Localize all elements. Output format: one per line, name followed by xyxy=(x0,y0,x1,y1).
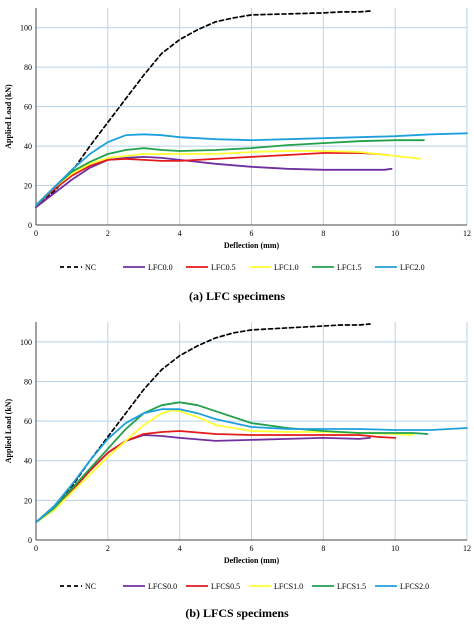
chart-a-legend-label-lfc0-5: LFC0.5 xyxy=(211,263,236,272)
chart-a-legend-label-lfc1-0: LFC1.0 xyxy=(274,263,299,272)
chart-b-y-axis-label: Applied Load (kN) xyxy=(4,398,13,463)
chart-a-x-tick-label: 12 xyxy=(463,229,471,238)
chart-a-legend: NC LFC0.0 LFC0.5 LFC1.0 LFC1.5 LFC2.0 xyxy=(60,263,425,272)
chart-b-x-tick-label: 2 xyxy=(106,544,110,553)
chart-a-x-tick-label: 6 xyxy=(250,229,254,238)
chart-b-series-nc xyxy=(35,323,371,524)
chart-a-x-tick-label: 2 xyxy=(106,229,110,238)
chart-b-series-lfcs1-5 xyxy=(35,401,429,524)
chart-a-series-lfc1-0 xyxy=(35,150,422,207)
chart-a-x-tick-label: 0 xyxy=(34,229,38,238)
chart-a-y-tick-label: 100 xyxy=(20,24,32,33)
chart-a-y-tick-label: 60 xyxy=(24,103,32,112)
chart-b-x-tick-label: 12 xyxy=(463,544,471,553)
chart-b-caption: (b) LFCS specimens xyxy=(185,606,289,620)
chart-b-x-tick-label: 4 xyxy=(178,544,182,553)
chart-panel-a: 0 2 4 6 8 10 12 0 20 40 60 80 100 Deflection (mm) Appl… xyxy=(0,0,474,312)
chart-panel-b: 0 2 4 6 8 10 12 0 20 40 60 80 100 Deflection (mm) Appl… xyxy=(0,312,474,625)
chart-a-grid xyxy=(36,8,468,225)
chart-a-y-tick-label: 20 xyxy=(24,182,32,191)
chart-b-legend-label-lfcs0-0: LFCS0.0 xyxy=(148,582,177,591)
chart-b-y-tick-label: 60 xyxy=(24,417,32,426)
chart-b-x-axis-label: Deflection (mm) xyxy=(224,556,280,565)
chart-b-series-lfcs2-0 xyxy=(35,408,468,524)
chart-b: 0 2 4 6 8 10 12 0 20 40 60 80 100 Deflection (mm) Appl… xyxy=(4,322,471,591)
chart-b-x-tick-label: 8 xyxy=(321,544,325,553)
chart-a-x-axis-label: Deflection (mm) xyxy=(224,241,280,250)
chart-a-legend-label-lfc0-0: LFC0.0 xyxy=(148,263,173,272)
chart-b-y-tick-label: 100 xyxy=(20,338,32,347)
chart-b-y-tick-label: 20 xyxy=(24,496,32,505)
chart-a-legend-label-lfc2-0: LFC2.0 xyxy=(400,263,425,272)
chart-b-legend-label-nc: NC xyxy=(85,582,96,591)
chart-b-y-tick-label: 0 xyxy=(28,536,32,545)
chart-b-legend-label-lfcs0-5: LFCS0.5 xyxy=(211,582,240,591)
chart-a-legend-label-lfc1-5: LFC1.5 xyxy=(337,263,362,272)
chart-a-caption: (a) LFC specimens xyxy=(189,289,285,303)
chart-a-series-nc xyxy=(35,10,371,209)
chart-a-series-lfc0-5 xyxy=(35,152,389,207)
chart-b-x-tick-label: 0 xyxy=(34,544,38,553)
chart-a-y-tick-label: 80 xyxy=(24,63,32,72)
chart-a-y-tick-label: 40 xyxy=(24,142,32,151)
chart-a-series-lfc0-0 xyxy=(35,156,393,209)
chart-b-y-tick-label: 80 xyxy=(24,377,32,386)
chart-a-y-tick-label: 0 xyxy=(28,221,32,230)
chart-b-legend-label-lfcs1-5: LFCS1.5 xyxy=(337,582,366,591)
chart-a-x-tick-label: 4 xyxy=(178,229,182,238)
chart-a: 0 2 4 6 8 10 12 0 20 40 60 80 100 Deflection (mm) Appl… xyxy=(4,8,471,272)
chart-a-x-tick-label: 10 xyxy=(391,229,399,238)
chart-a-series-lfc2-0 xyxy=(35,132,468,207)
chart-a-y-axis-label: Applied Load (kN) xyxy=(4,84,13,149)
chart-a-legend-label-nc: NC xyxy=(85,263,96,272)
chart-b-legend-label-lfcs1-0: LFCS1.0 xyxy=(274,582,303,591)
chart-a-x-tick-label: 8 xyxy=(321,229,325,238)
chart-b-x-tick-label: 6 xyxy=(250,544,254,553)
chart-b-legend-label-lfcs2-0: LFCS2.0 xyxy=(400,582,429,591)
chart-a-series-lfc1-5 xyxy=(35,139,425,207)
chart-b-legend: NC LFCS0.0 LFCS0.5 LFCS1.0 LFCS1.5 LFCS2.0 xyxy=(60,582,429,591)
chart-b-series-lfcs0-5 xyxy=(35,430,397,524)
chart-b-y-tick-label: 40 xyxy=(24,457,32,466)
chart-b-x-tick-label: 10 xyxy=(391,544,399,553)
